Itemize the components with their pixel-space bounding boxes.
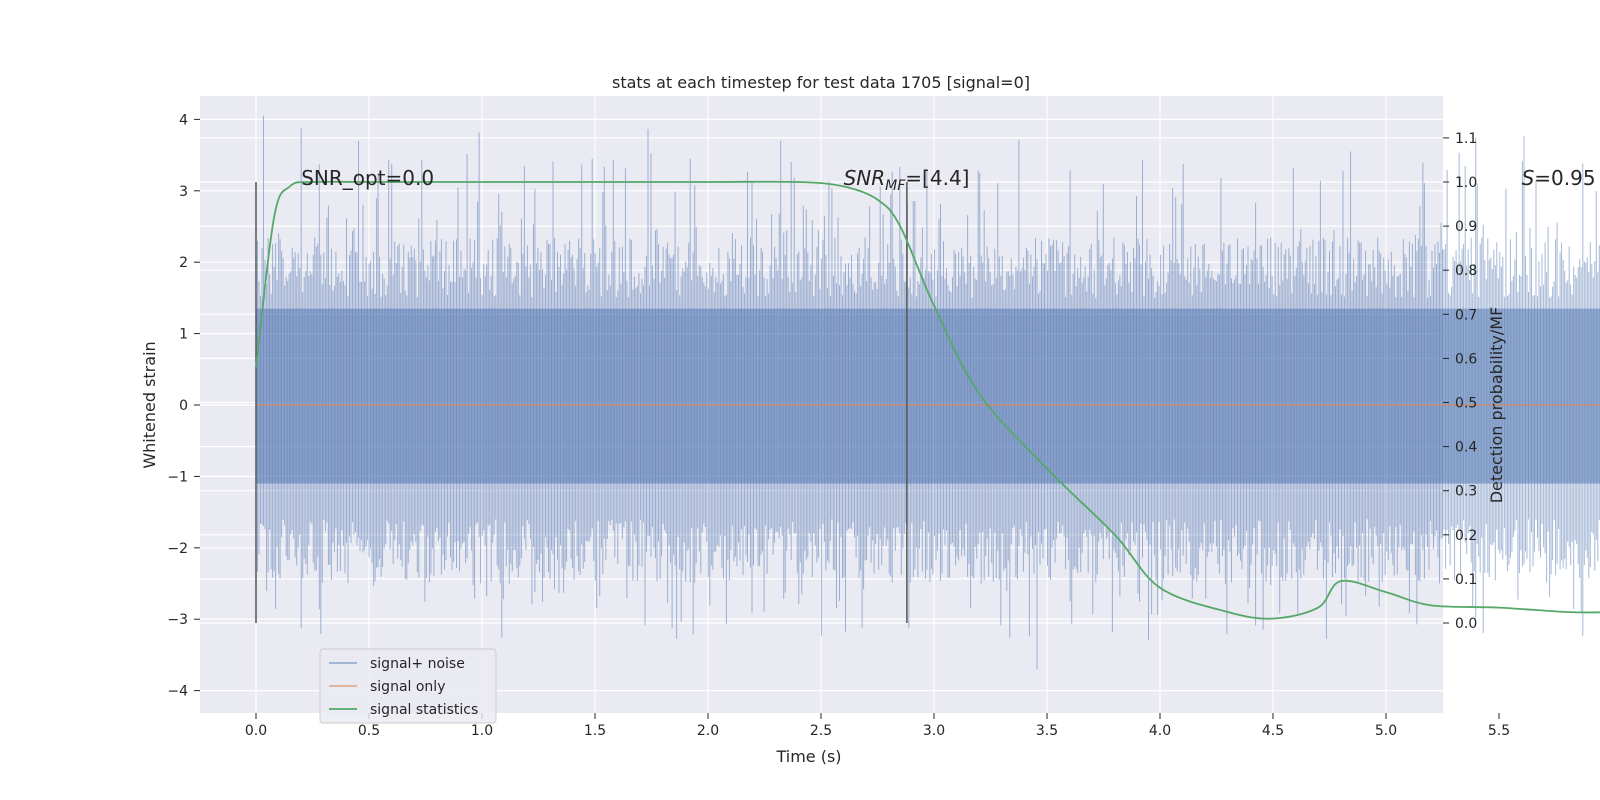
x-tick-label: 2.5	[810, 723, 832, 739]
x-tick-label: 2.0	[697, 723, 719, 739]
y2-tick-label: 0.9	[1455, 219, 1477, 235]
y2-tick-label: 1.1	[1455, 131, 1477, 147]
y-tick-label: 0	[179, 398, 188, 414]
vertical-markers	[255, 182, 908, 623]
y-tick-label: 2	[179, 255, 188, 271]
y2-axis-ticks: 0.0 0.1 0.2 0.3 0.4 0.5 0.6 0.7 0.8 0.9 1.0 1.1	[1443, 131, 1477, 632]
signal-statistics-line	[255, 180, 1600, 620]
y-tick-label: −4	[167, 684, 188, 700]
y-tick-label: −2	[167, 541, 188, 557]
y2-tick-label: 0.8	[1455, 263, 1477, 279]
y2-tick-label: 0.7	[1455, 307, 1477, 323]
x-tick-label: 3.0	[923, 723, 945, 739]
x-tick-label: 0.0	[245, 723, 267, 739]
legend-label-signal-statistics: signal statistics	[370, 702, 478, 718]
annotation-label: SNR_opt=0.0	[301, 166, 434, 190]
legend-box	[319, 648, 497, 724]
annotation-label: S=0.95	[1522, 166, 1596, 190]
y2-tick-label: 0.6	[1455, 351, 1477, 367]
x-tick-label: 1.5	[584, 723, 606, 739]
legend-label-signal-only: signal only	[370, 679, 445, 695]
chart-title: stats at each timestep for test data 170…	[612, 73, 1030, 92]
y2-tick-label: 0.2	[1455, 528, 1477, 544]
x-tick-label: 4.5	[1262, 723, 1284, 739]
y2-tick-label: 0.4	[1455, 440, 1477, 456]
x-axis-label: Time (s)	[775, 747, 841, 766]
x-tick-label: 1.0	[471, 723, 493, 739]
y-axis-label: Whitened strain	[140, 341, 159, 468]
x-tick-label: 0.5	[358, 723, 380, 739]
y2-tick-label: 0.3	[1455, 484, 1477, 500]
x-tick-label: 3.5	[1036, 723, 1058, 739]
x-tick-label: 4.0	[1149, 723, 1171, 739]
y-tick-label: −3	[167, 612, 188, 628]
signal-noise-core	[256, 308, 1600, 484]
legend: signal+ noise signal only signal statist…	[319, 648, 497, 724]
y-tick-label: 1	[179, 327, 188, 343]
y-tick-label: −1	[167, 469, 188, 485]
legend-label-signal-noise: signal+ noise	[370, 656, 465, 672]
annotation-label: SNRMF=[4.4]	[844, 166, 970, 194]
x-axis-ticks: 0.00.51.01.52.02.53.03.54.04.55.05.56.06…	[245, 713, 1510, 739]
y2-tick-label: 0.0	[1455, 616, 1477, 632]
signal-statistics-series	[255, 180, 1600, 620]
x-tick-label: 5.5	[1488, 723, 1510, 739]
x-tick-label: 5.0	[1375, 723, 1397, 739]
y2-axis-label: Detection probability/MF	[1487, 307, 1506, 504]
signal-noise-series	[255, 115, 1600, 670]
y-axis-ticks: −4 −3 −2 −1 0 1 2 3 4	[167, 112, 200, 700]
y2-tick-label: 0.5	[1455, 396, 1477, 412]
y-tick-label: 3	[179, 184, 188, 200]
y-tick-label: 4	[179, 112, 188, 128]
y2-tick-label: 1.0	[1455, 175, 1477, 191]
y2-tick-label: 0.1	[1455, 572, 1477, 588]
